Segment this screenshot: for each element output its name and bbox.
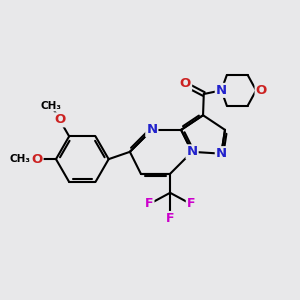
Text: N: N bbox=[216, 147, 227, 160]
Text: O: O bbox=[256, 84, 267, 97]
Text: O: O bbox=[54, 113, 65, 126]
Text: O: O bbox=[31, 153, 43, 166]
Text: N: N bbox=[216, 84, 227, 97]
Text: O: O bbox=[180, 77, 191, 90]
Text: N: N bbox=[187, 145, 198, 158]
Text: N: N bbox=[146, 123, 158, 136]
Text: F: F bbox=[166, 212, 174, 225]
Text: CH₃: CH₃ bbox=[10, 154, 31, 164]
Text: F: F bbox=[145, 196, 154, 209]
Text: F: F bbox=[187, 196, 195, 209]
Text: CH₃: CH₃ bbox=[41, 100, 62, 111]
